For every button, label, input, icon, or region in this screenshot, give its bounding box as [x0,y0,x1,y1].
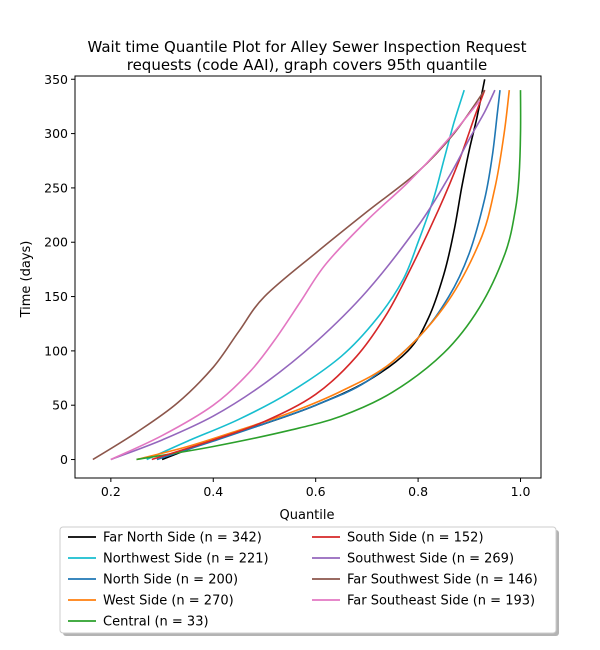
legend-frame [59,526,557,634]
plot-frame [74,75,542,479]
y-tick-label: 50 [52,398,68,413]
legend-label-6: Southwest Side (n = 269) [347,552,514,567]
x-tick-label: 0.4 [203,484,223,499]
series-line-3 [136,90,511,461]
chart-title-line-1: Wait time Quantile Plot for Alley Sewer … [87,38,526,56]
y-tick-label: 350 [44,72,68,87]
y-tick-label: 150 [44,289,68,304]
legend-label-0: Far North Side (n = 342) [103,531,262,546]
legend-label-1: Northwest Side (n = 221) [103,552,269,567]
series-line-6 [110,89,496,461]
x-tick-label: 0.8 [408,484,428,499]
legend-label-3: West Side (n = 270) [103,594,234,609]
y-tick-label: 250 [44,180,68,195]
y-axis-label: Time (days) [19,241,34,319]
y-tick-label: 100 [44,343,68,358]
series-line-1 [146,89,465,461]
x-tick-label: 0.6 [306,484,326,499]
y-tick-label: 300 [44,126,68,141]
plot-area: 0.2 0.4 0.6 0.8 1.0 0 50 100 150 200 250 300 350 [44,72,542,499]
legend-label-4: Central (n = 33) [103,615,209,630]
legend-label-5: South Side (n = 152) [347,531,484,546]
series-line-8 [110,100,481,461]
x-axis-label: Quantile [280,508,335,523]
legend-label-2: North Side (n = 200) [103,573,238,588]
legend-label-8: Far Southeast Side (n = 193) [347,594,535,609]
y-tick-label: 0 [60,452,68,467]
series-line-4 [136,90,522,461]
x-tick-label: 0.2 [101,484,121,499]
series-line-7 [92,89,486,461]
legend-label-7: Far Southwest Side (n = 146) [347,573,538,588]
y-tick-label: 200 [44,235,68,250]
legend: Far North Side (n = 342) Northwest Side (… [59,526,559,636]
x-tick-label: 1.0 [511,484,531,499]
chart-title-line-2: requests (code AAI), graph covers 95th q… [127,56,488,74]
